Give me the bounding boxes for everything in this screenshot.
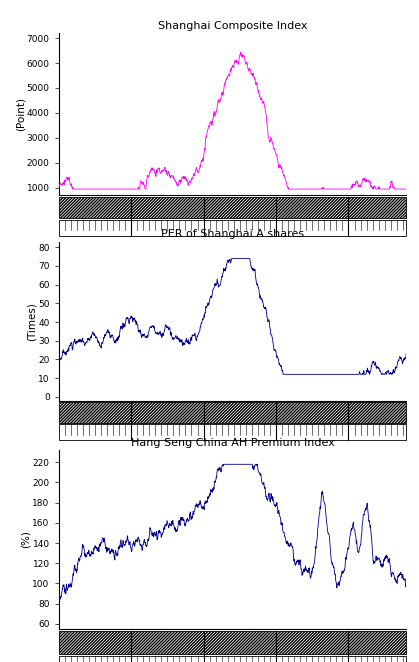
- Text: 2008: 2008: [298, 246, 326, 256]
- Title: Hang Seng China AH Premium Index: Hang Seng China AH Premium Index: [131, 438, 334, 448]
- Text: 2006: 2006: [153, 449, 181, 460]
- Bar: [59, 631, 406, 654]
- Bar: [59, 197, 406, 218]
- Y-axis label: (Times): (Times): [27, 302, 37, 340]
- Text: 2008: 2008: [298, 449, 326, 460]
- Bar: [59, 402, 406, 423]
- Text: 2009: 2009: [363, 246, 392, 256]
- Y-axis label: (%): (%): [21, 530, 31, 549]
- Title: Shanghai Composite Index: Shanghai Composite Index: [158, 21, 307, 31]
- Text: 2009: 2009: [363, 449, 392, 460]
- Bar: [59, 655, 406, 662]
- Text: 2006: 2006: [153, 246, 181, 256]
- Bar: [59, 220, 406, 236]
- Title: PER of Shanghai A shares: PER of Shanghai A shares: [161, 230, 304, 240]
- Text: 2007: 2007: [226, 246, 254, 256]
- Bar: [59, 424, 406, 440]
- Y-axis label: (Point): (Point): [15, 97, 25, 131]
- Text: 2007: 2007: [226, 449, 254, 460]
